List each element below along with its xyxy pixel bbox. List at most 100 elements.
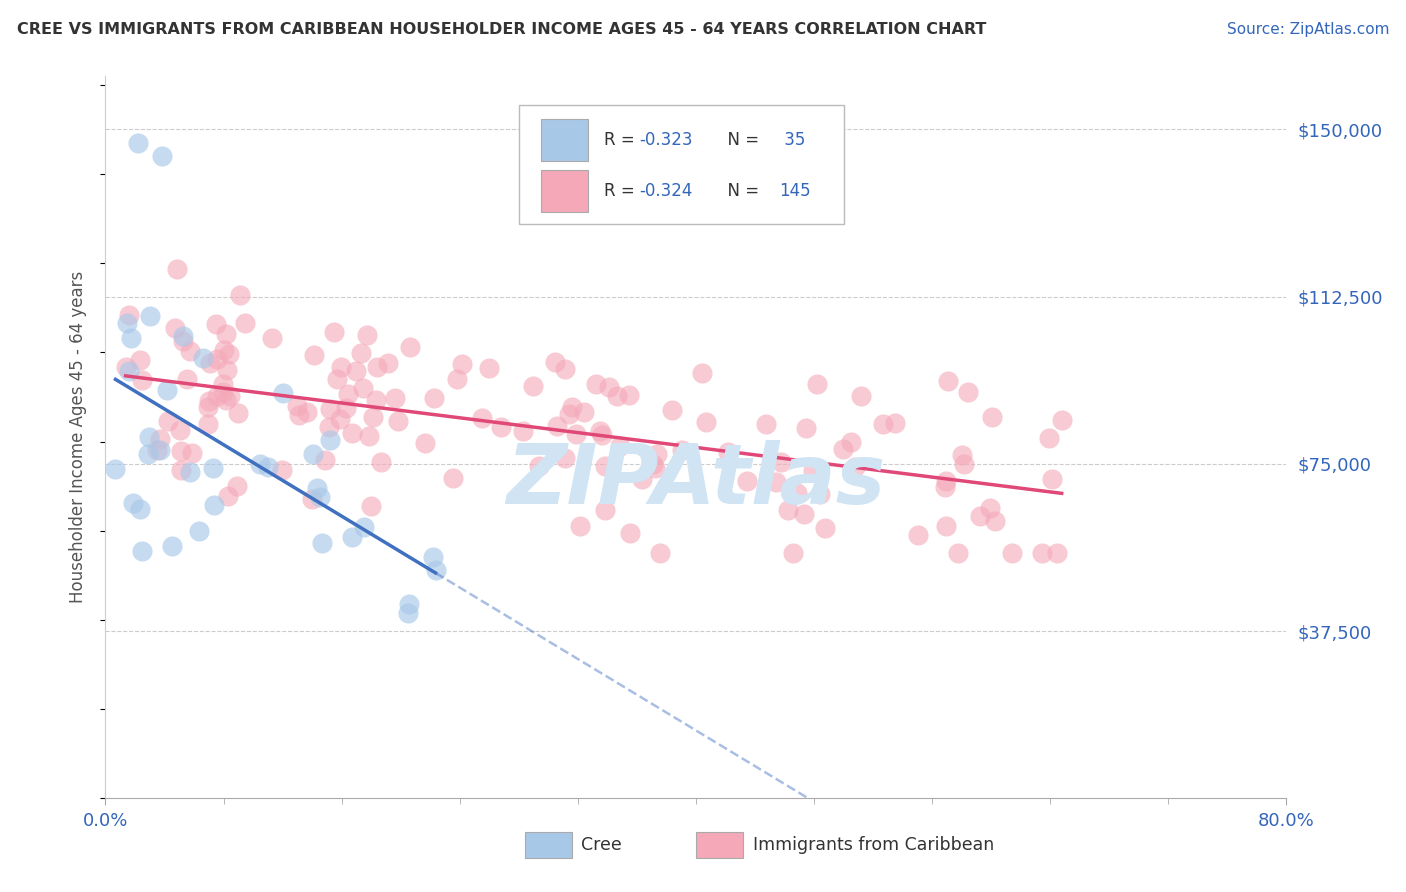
Point: [128, 353, 150, 368]
Point: [170, 463, 193, 477]
Point: [950, 448, 973, 462]
Point: [422, 550, 444, 565]
Point: [1050, 413, 1073, 427]
Point: [884, 416, 907, 430]
Point: [446, 372, 468, 386]
Point: [661, 402, 683, 417]
Point: [115, 316, 138, 330]
Point: [197, 417, 219, 431]
Point: [593, 458, 616, 473]
Point: [644, 461, 666, 475]
Point: [451, 357, 474, 371]
Point: [512, 424, 534, 438]
Point: [169, 423, 191, 437]
Point: [197, 401, 219, 415]
Point: [641, 457, 664, 471]
Point: [441, 471, 464, 485]
Point: [156, 415, 179, 429]
Point: [340, 530, 363, 544]
Point: [353, 520, 375, 534]
Point: [841, 434, 863, 449]
Bar: [541, 120, 589, 161]
Point: [591, 428, 613, 442]
Point: [648, 546, 671, 560]
Point: [305, 481, 328, 495]
Point: [273, 386, 295, 401]
Point: [360, 500, 382, 514]
Point: [329, 412, 352, 426]
Point: [619, 525, 641, 540]
Point: [217, 489, 239, 503]
Point: [671, 442, 693, 457]
Point: [352, 380, 374, 394]
Text: R =: R =: [603, 131, 640, 149]
Point: [149, 432, 172, 446]
Point: [179, 465, 201, 479]
Point: [561, 401, 583, 415]
Point: [262, 330, 284, 344]
Point: [422, 391, 444, 405]
Point: [326, 372, 349, 386]
Point: [118, 364, 141, 378]
Text: N =: N =: [717, 182, 765, 200]
Point: [478, 361, 501, 376]
Point: [568, 519, 591, 533]
Point: [344, 364, 367, 378]
Point: [572, 405, 595, 419]
Point: [187, 524, 209, 539]
Point: [270, 463, 292, 477]
Point: [844, 460, 866, 475]
Point: [735, 474, 758, 488]
Point: [413, 436, 436, 450]
Text: 35: 35: [779, 131, 806, 149]
Point: [172, 334, 194, 348]
Point: [936, 374, 959, 388]
Point: [198, 356, 221, 370]
Point: [233, 316, 256, 330]
Point: [806, 377, 828, 392]
Point: [131, 544, 153, 558]
Point: [314, 452, 336, 467]
Point: [377, 356, 399, 370]
Point: [136, 447, 159, 461]
Point: [794, 420, 817, 434]
Point: [606, 389, 628, 403]
Point: [631, 472, 654, 486]
Point: [589, 424, 612, 438]
Point: [695, 415, 717, 429]
Point: [558, 407, 581, 421]
Point: [1040, 472, 1063, 486]
Point: [138, 430, 160, 444]
Point: [554, 450, 576, 465]
Point: [193, 351, 215, 365]
Point: [384, 392, 406, 406]
FancyBboxPatch shape: [519, 104, 844, 224]
Point: [257, 459, 280, 474]
Point: [585, 376, 607, 391]
Point: [121, 496, 143, 510]
Point: [398, 597, 420, 611]
Point: [146, 443, 169, 458]
Point: [205, 389, 228, 403]
Point: [302, 348, 325, 362]
Point: [529, 459, 551, 474]
Point: [770, 455, 793, 469]
Point: [166, 262, 188, 277]
Point: [176, 371, 198, 385]
Point: [160, 539, 183, 553]
Point: [814, 521, 837, 535]
Point: [387, 413, 409, 427]
Point: [301, 492, 323, 507]
Point: [522, 379, 544, 393]
Point: [1031, 546, 1053, 560]
Text: R =: R =: [603, 182, 640, 200]
Point: [218, 347, 240, 361]
Point: [808, 487, 831, 501]
Point: [335, 401, 357, 416]
Point: [215, 392, 238, 407]
Point: [357, 429, 380, 443]
Point: [934, 480, 956, 494]
Point: [983, 514, 1005, 528]
Point: [969, 509, 991, 524]
Text: 145: 145: [779, 182, 810, 200]
